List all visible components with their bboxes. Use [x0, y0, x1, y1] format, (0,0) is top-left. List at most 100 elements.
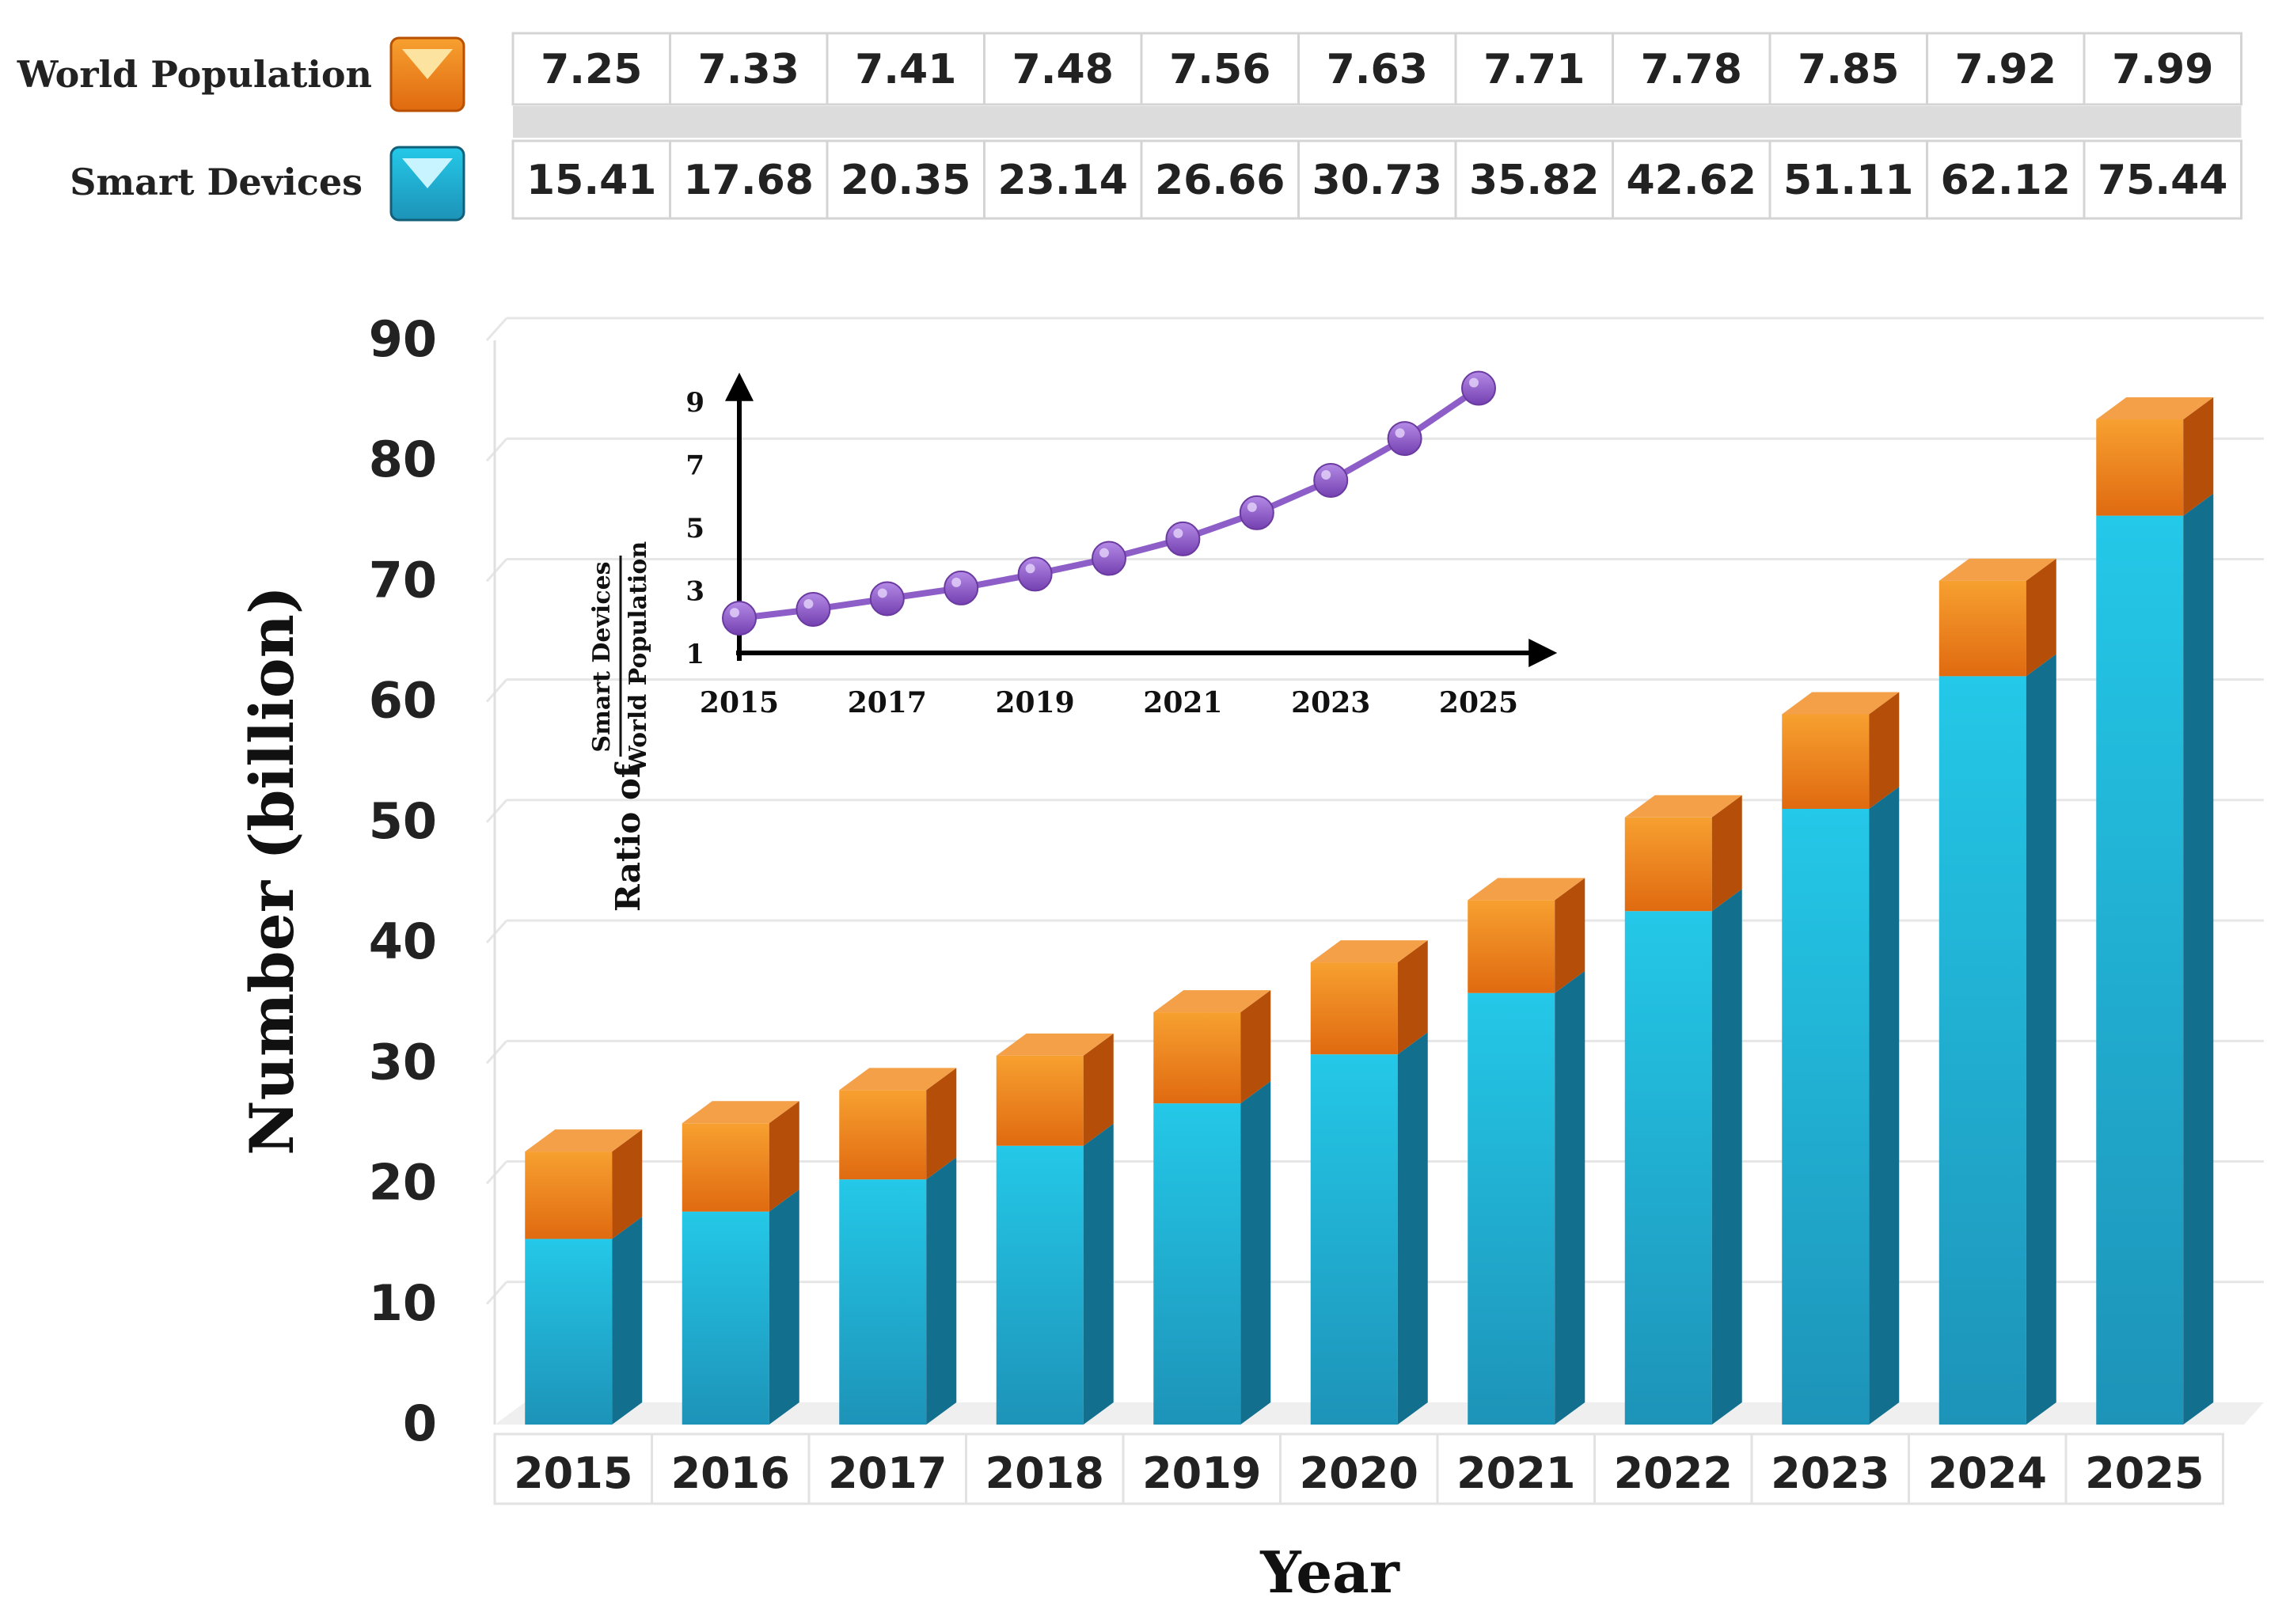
bar-smart-devices-side — [1240, 1081, 1271, 1425]
gridline-side — [485, 678, 508, 703]
bar-world-population-side — [926, 1068, 957, 1180]
inset-x-tick-label: 2025 — [1439, 686, 1518, 719]
inset-x-tick-label: 2023 — [1291, 686, 1370, 719]
table-cell: 23.14 — [998, 157, 1128, 204]
ratio-point-highlight — [1099, 548, 1109, 558]
x-tick-label: 2016 — [671, 1448, 790, 1498]
table-cell: 7.63 — [1327, 46, 1428, 93]
table-separator — [513, 106, 2242, 138]
x-tick-label: 2022 — [1614, 1448, 1733, 1498]
table-cell: 26.66 — [1155, 157, 1285, 204]
y-tick-label: 50 — [369, 792, 437, 850]
table-cell-border — [826, 139, 985, 220]
y-axis-label: Number (billion) — [237, 586, 307, 1155]
x-tick-label: 2017 — [828, 1448, 947, 1498]
bar-top-cap — [996, 1033, 1114, 1056]
inset-x-tick-label: 2021 — [1143, 686, 1222, 719]
table-cell-border — [983, 32, 1143, 106]
ratio-point-highlight — [1321, 469, 1331, 480]
bar-smart-devices — [525, 1239, 613, 1425]
bar-world-population-side — [1240, 990, 1271, 1104]
y-tick-label: 30 — [369, 1033, 437, 1091]
bar-smart-devices-side — [2183, 493, 2214, 1425]
y-tick-label: 60 — [369, 672, 437, 730]
table-cell: 15.41 — [526, 157, 656, 204]
bar-smart-devices-side — [1869, 786, 1900, 1425]
table-cell: 7.25 — [541, 46, 642, 93]
bar-smart-devices — [2096, 515, 2184, 1425]
bar-world-population — [1310, 962, 1398, 1055]
ratio-point — [722, 601, 757, 636]
x-tick-label: 2024 — [1928, 1448, 2047, 1498]
inset-x-tick-label: 2019 — [995, 686, 1074, 719]
bar-world-population — [525, 1152, 613, 1239]
x-tick-label: 2021 — [1456, 1448, 1575, 1498]
x-tick-label: 2020 — [1300, 1448, 1418, 1498]
bar-smart-devices-side — [2026, 654, 2056, 1425]
table-cell: 30.73 — [1312, 157, 1442, 204]
ratio-point — [869, 581, 905, 617]
bar-smart-devices — [1310, 1054, 1398, 1425]
x-tick-label: 2015 — [514, 1448, 632, 1498]
ratio-point — [1387, 421, 1422, 457]
bar-smart-devices-side — [1397, 1032, 1428, 1425]
table-cell-border — [1454, 139, 1614, 220]
ratio-point — [1239, 495, 1274, 530]
bars — [525, 397, 2214, 1425]
bar-smart-devices — [1153, 1103, 1241, 1425]
inset-y-tick-label: 7 — [685, 450, 704, 482]
inset-ratio-numerator: Smart Devices — [588, 561, 616, 752]
ratio-point-highlight — [1173, 528, 1183, 538]
bar-world-population — [2096, 419, 2184, 516]
data-table: 7.25 7.33 7.41 7.48 7.56 7.63 7.71 7.78 7.85 7.92… — [511, 32, 2242, 220]
table-cell: 7.99 — [2112, 46, 2213, 93]
bar-smart-devices — [1468, 992, 1555, 1425]
x-tick-cell — [1122, 1432, 1282, 1505]
bar-world-population — [1782, 714, 1870, 809]
table-cell-border — [669, 139, 829, 220]
bar-top-cap — [1468, 878, 1585, 901]
x-tick-cell — [1593, 1432, 1753, 1505]
bar-world-population — [1939, 580, 2026, 677]
table-cell: 7.85 — [1798, 46, 1899, 93]
gridline-side — [485, 317, 508, 341]
x-tick-cell — [2064, 1432, 2224, 1505]
bar-top-cap — [2096, 397, 2214, 420]
ratio-point — [1092, 541, 1126, 576]
inset-ylabel-prefix: Ratio of — [609, 761, 647, 912]
table-cell: 75.44 — [2098, 157, 2227, 204]
y-tick-label: 0 — [403, 1394, 437, 1452]
bar-top-cap — [525, 1129, 643, 1152]
bar-world-population — [1624, 817, 1712, 912]
ratio-point-highlight — [730, 608, 739, 618]
table-cell-border — [1926, 32, 2086, 106]
bar-smart-devices — [1782, 808, 1870, 1425]
table-cell-border — [511, 32, 671, 106]
ratio-point-highlight — [877, 588, 887, 598]
gridline-side — [485, 438, 508, 462]
bar-top-cap — [839, 1068, 957, 1091]
x-tick-label: 2023 — [1771, 1448, 1889, 1498]
ratio-point — [1017, 556, 1053, 592]
table-cell: 20.35 — [841, 157, 970, 204]
y-tick-label: 80 — [369, 431, 437, 488]
table-cell: 17.68 — [684, 157, 814, 204]
bar-world-population — [1468, 900, 1555, 993]
table-cell: 62.12 — [1941, 157, 2071, 204]
table-cell: 7.78 — [1641, 46, 1742, 93]
x-tick-label: 2025 — [2085, 1448, 2204, 1498]
y-tick-label: 70 — [369, 551, 437, 609]
bar-smart-devices-side — [1555, 970, 1585, 1425]
blue-triangle-icon — [389, 146, 465, 222]
ratio-point-highlight — [1395, 428, 1405, 438]
inset-x-tick-label: 2017 — [848, 686, 927, 719]
x-tick-label: 2018 — [985, 1448, 1104, 1498]
bar-world-population-side — [1397, 940, 1428, 1055]
table-cell: 7.41 — [855, 46, 956, 93]
bar-top-cap — [1624, 795, 1742, 818]
table-cell-border — [511, 139, 671, 220]
gridline-side — [485, 1040, 508, 1064]
gridline-side — [485, 1160, 508, 1185]
inset-y-tick-label: 3 — [685, 576, 704, 608]
